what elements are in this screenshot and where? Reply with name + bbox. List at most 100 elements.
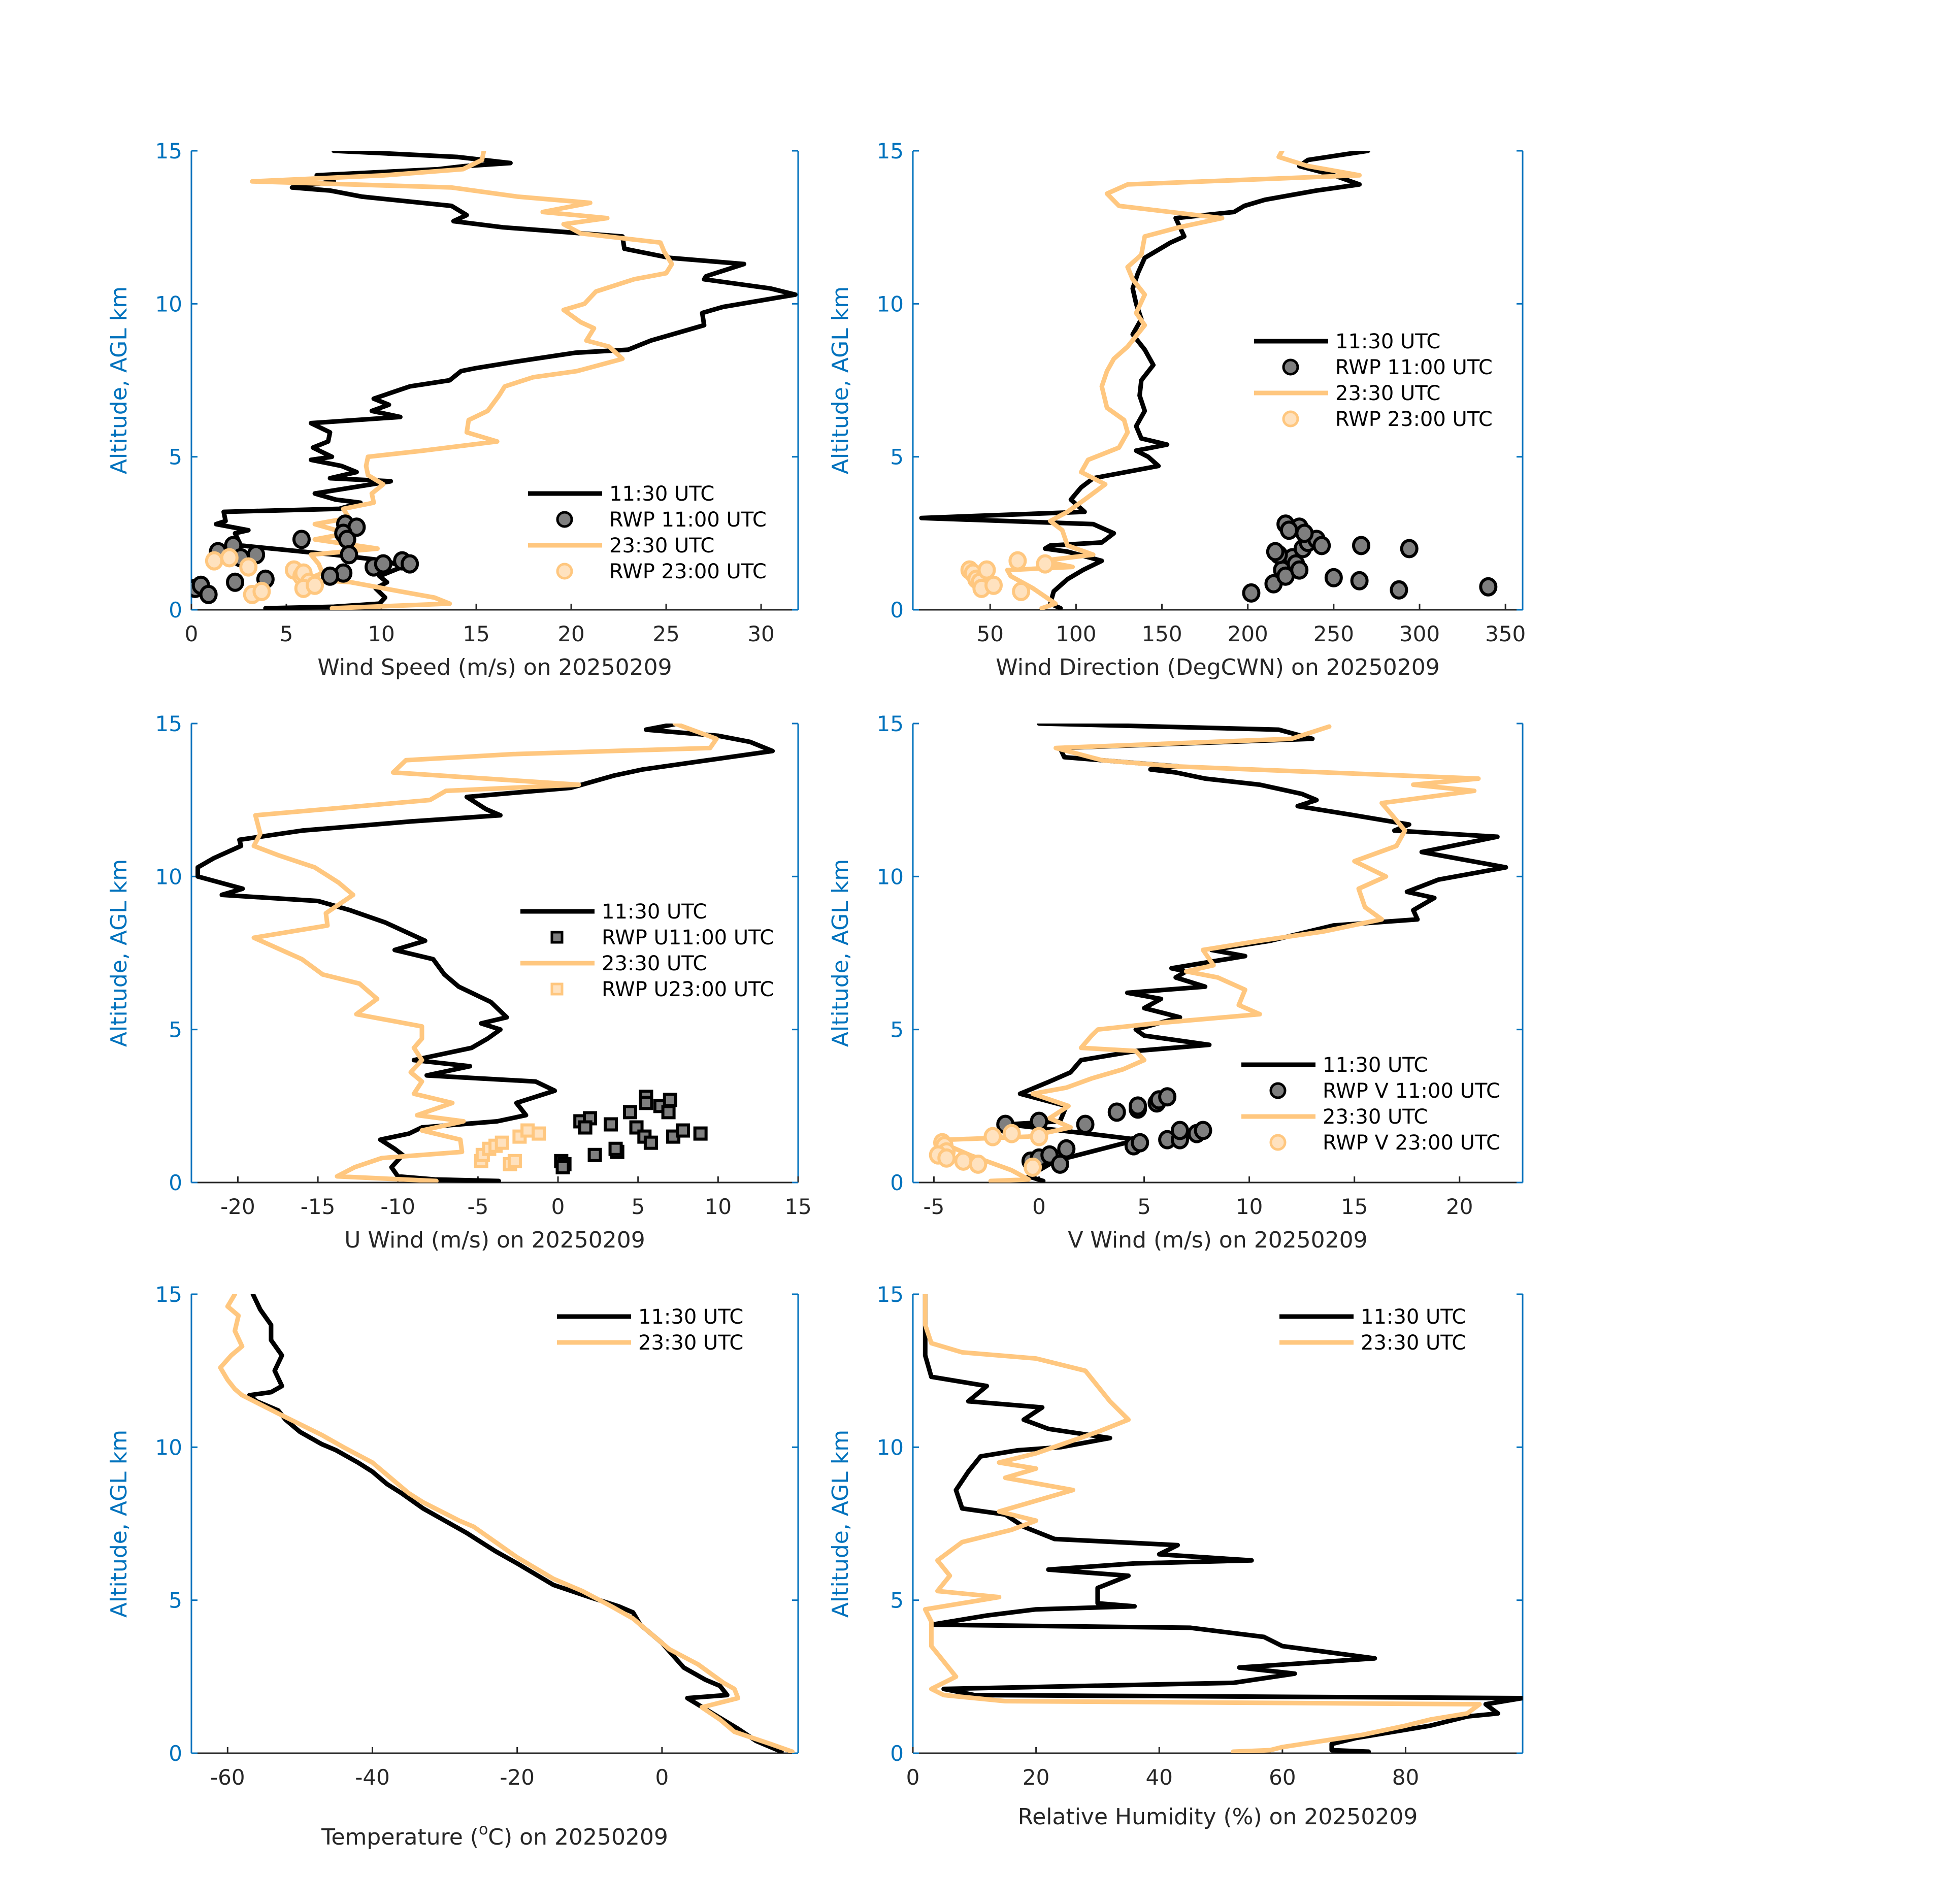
y-tick-label: 5 bbox=[890, 1017, 904, 1042]
y-tick-label: 0 bbox=[890, 598, 904, 622]
rwp-data-point bbox=[1002, 1124, 1021, 1143]
x-tick-label: -40 bbox=[355, 1765, 390, 1790]
rwp-data-point bbox=[578, 1120, 593, 1135]
plot-area bbox=[218, 1294, 795, 1753]
rwp-data-point bbox=[1400, 539, 1419, 559]
legend-label: RWP V 23:00 UTC bbox=[1323, 1131, 1500, 1155]
rwp-data-point bbox=[220, 548, 239, 568]
y-tick-label: 15 bbox=[155, 711, 182, 736]
legend-label: RWP 23:00 UTC bbox=[609, 560, 767, 583]
rwp-data-point bbox=[1158, 1087, 1177, 1107]
x-tick-label: 10 bbox=[705, 1194, 732, 1219]
x-axis-label: Relative Humidity (%) on 20250209 bbox=[1018, 1804, 1418, 1830]
series-line-23-30-utc bbox=[946, 724, 1481, 1183]
rwp-data-point bbox=[1194, 1121, 1212, 1140]
legend-label: 11:30 UTC bbox=[638, 1305, 743, 1329]
legend-label: RWP 11:00 UTC bbox=[1335, 356, 1493, 379]
x-tick-label: -20 bbox=[220, 1194, 255, 1219]
rwp-data-point bbox=[205, 551, 223, 571]
legend-label: 11:30 UTC bbox=[602, 900, 707, 924]
rwp-data-point bbox=[495, 1135, 509, 1150]
y-axis-label: Altitude, AGL km bbox=[106, 286, 132, 474]
rwp-data-point bbox=[604, 1117, 618, 1132]
rwp-data-point bbox=[239, 557, 258, 577]
x-axis-label: U Wind (m/s) on 20250209 bbox=[344, 1227, 645, 1253]
x-tick-label: -5 bbox=[467, 1194, 488, 1219]
x-tick-label: 300 bbox=[1399, 621, 1440, 646]
panel-wind-speed: 0 5 10 15 20 25 30 0 5 10 15 Altitude, AGL km Wind S… bbox=[106, 139, 799, 680]
legend-label: 11:30 UTC bbox=[1323, 1054, 1428, 1077]
rwp-data-point bbox=[608, 1141, 623, 1156]
rwp-data-point bbox=[1050, 1154, 1069, 1174]
rwp-data-point bbox=[983, 1127, 1002, 1146]
rwp-data-point bbox=[199, 584, 218, 604]
rwp-data-point bbox=[937, 1148, 956, 1168]
y-tick-label: 15 bbox=[877, 1282, 904, 1307]
rwp-data-point bbox=[1131, 1133, 1149, 1153]
legend-label: RWP U23:00 UTC bbox=[602, 978, 774, 1001]
series-line-23-30-utc bbox=[218, 1294, 795, 1753]
legend-marker-circle bbox=[1269, 1134, 1287, 1151]
legend-label: 11:30 UTC bbox=[1335, 330, 1440, 353]
x-tick-label: 0 bbox=[906, 1765, 920, 1790]
rwp-data-point bbox=[520, 1123, 535, 1138]
plot-area bbox=[191, 151, 798, 610]
x-tick-label: 40 bbox=[1146, 1765, 1173, 1790]
rwp-data-point bbox=[1350, 571, 1369, 590]
plot-area bbox=[919, 151, 1498, 610]
series-line-23-30-utc bbox=[250, 151, 674, 610]
x-tick-label: 250 bbox=[1313, 621, 1354, 646]
y-tick-label: 5 bbox=[890, 445, 904, 470]
rwp-data-point bbox=[1057, 1139, 1076, 1159]
y-tick-label: 10 bbox=[155, 1435, 182, 1460]
series-line-23-30-utc bbox=[1005, 151, 1362, 610]
x-tick-label: -5 bbox=[923, 1194, 944, 1219]
legend-marker-circle bbox=[556, 511, 573, 528]
legend-label: 23:30 UTC bbox=[609, 534, 714, 557]
x-tick-label: 10 bbox=[1236, 1194, 1263, 1219]
y-tick-label: 10 bbox=[877, 864, 904, 889]
rwp-data-point bbox=[984, 575, 1003, 595]
rwp-data-point bbox=[374, 554, 392, 574]
x-tick-label: 150 bbox=[1141, 621, 1182, 646]
y-tick-label: 5 bbox=[169, 445, 182, 470]
panel-u-wind: -20 -15 -10 -5 0 5 10 15 0 5 10 15 Altitude, AGL km U… bbox=[106, 711, 812, 1253]
series-line-11-30-utc bbox=[214, 151, 798, 610]
y-axis-label: Altitude, AGL km bbox=[106, 859, 132, 1047]
y-tick-label: 15 bbox=[155, 1282, 182, 1307]
rwp-data-point bbox=[321, 566, 340, 586]
rwp-data-point bbox=[555, 1160, 570, 1174]
rwp-data-point bbox=[1030, 1127, 1048, 1146]
x-tick-label: -10 bbox=[380, 1194, 415, 1219]
rwp-data-point bbox=[1266, 542, 1285, 562]
x-tick-label: 20 bbox=[1023, 1765, 1049, 1790]
x-tick-label: 60 bbox=[1269, 1765, 1296, 1790]
panel-temperature: -60 -40 -20 0 0 5 10 15 Altitude, AGL km Temperat… bbox=[106, 1282, 799, 1850]
y-tick-label: 15 bbox=[155, 139, 182, 163]
y-tick-label: 0 bbox=[169, 598, 182, 622]
rwp-data-point bbox=[340, 545, 358, 565]
legend-marker-square bbox=[550, 982, 564, 996]
x-tick-label: 50 bbox=[977, 621, 1004, 646]
rwp-data-point bbox=[661, 1105, 676, 1120]
rwp-data-point bbox=[1242, 583, 1261, 603]
rwp-data-point bbox=[1170, 1121, 1189, 1140]
legend-marker-circle bbox=[1282, 410, 1299, 428]
x-axis-label-superscript: o bbox=[479, 1821, 488, 1839]
plot-area bbox=[923, 1294, 1523, 1753]
rwp-data-point bbox=[977, 560, 996, 580]
y-tick-label: 0 bbox=[890, 1170, 904, 1195]
x-tick-label: 10 bbox=[368, 621, 394, 646]
rwp-data-point bbox=[1324, 568, 1343, 587]
legend-label: 11:30 UTC bbox=[609, 482, 714, 506]
y-tick-label: 15 bbox=[877, 711, 904, 736]
legend-marker-circle bbox=[1282, 358, 1299, 376]
x-tick-label: 350 bbox=[1485, 621, 1526, 646]
rwp-data-point bbox=[507, 1154, 522, 1168]
x-tick-label: -15 bbox=[301, 1194, 336, 1219]
rwp-data-point bbox=[693, 1126, 708, 1141]
x-tick-label: 80 bbox=[1392, 1765, 1419, 1790]
